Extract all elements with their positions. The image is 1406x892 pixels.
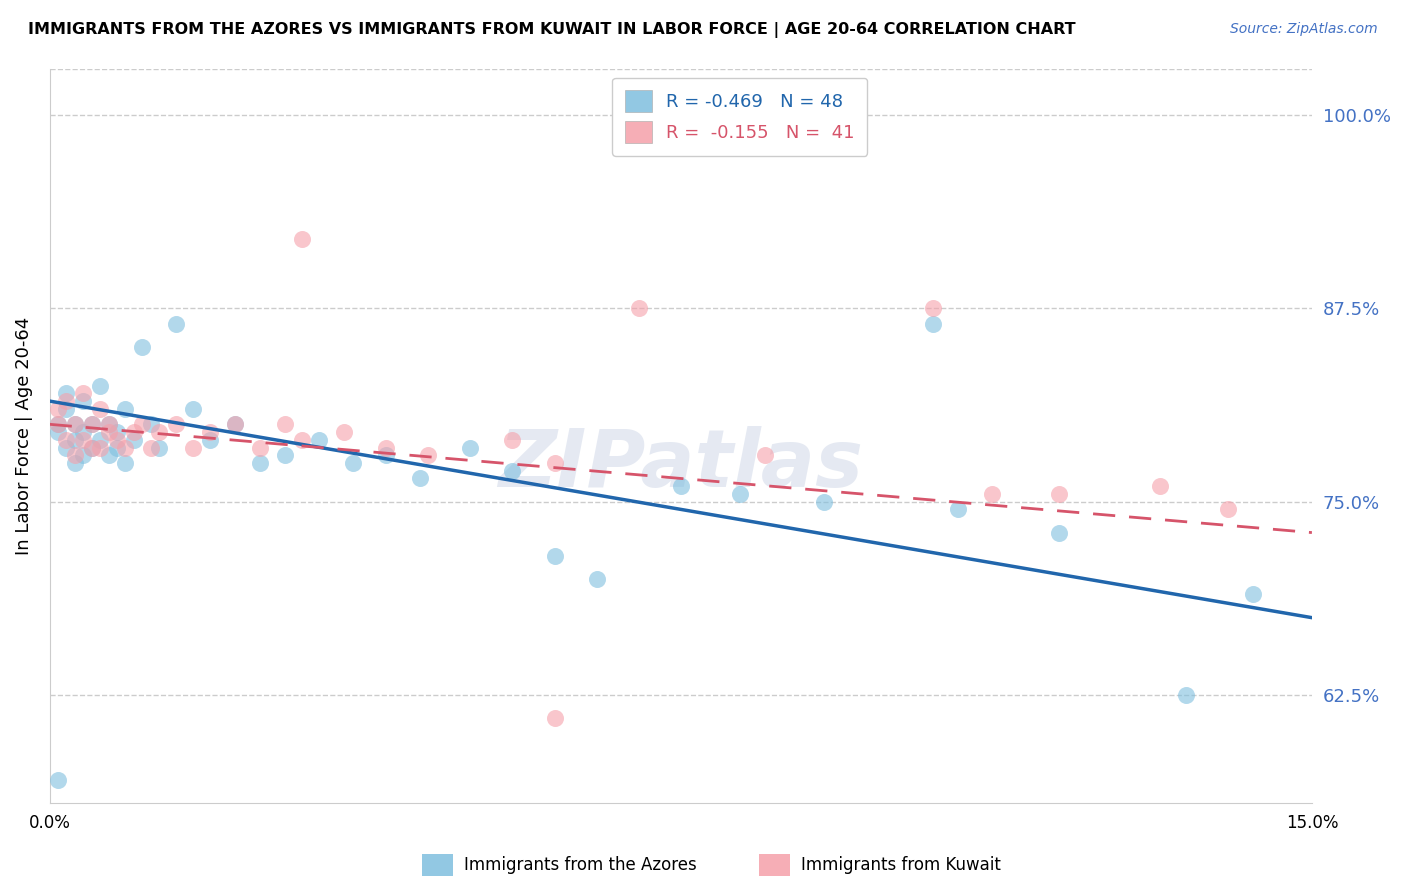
Point	[89, 441, 111, 455]
Point	[148, 441, 170, 455]
Point	[63, 417, 86, 432]
Point	[501, 433, 523, 447]
Point	[89, 378, 111, 392]
Legend: R = -0.469   N = 48, R =  -0.155   N =  41: R = -0.469 N = 48, R = -0.155 N = 41	[612, 78, 868, 156]
Point	[63, 456, 86, 470]
Point	[291, 433, 314, 447]
Point	[63, 417, 86, 432]
Point	[97, 448, 120, 462]
Point	[80, 417, 103, 432]
Point	[114, 456, 136, 470]
Point	[97, 417, 120, 432]
Point	[46, 773, 69, 788]
Point	[224, 417, 246, 432]
Point	[72, 448, 94, 462]
Point	[1049, 487, 1071, 501]
Point	[46, 425, 69, 439]
Point	[80, 441, 103, 455]
Point	[375, 441, 398, 455]
Point	[1049, 525, 1071, 540]
Point	[409, 471, 432, 485]
Text: Immigrants from the Azores: Immigrants from the Azores	[464, 855, 697, 874]
Point	[165, 317, 187, 331]
Point	[89, 401, 111, 416]
Text: Immigrants from Kuwait: Immigrants from Kuwait	[801, 855, 1001, 874]
Point	[460, 441, 482, 455]
Point	[114, 401, 136, 416]
Point	[105, 441, 128, 455]
Point	[55, 386, 77, 401]
Point	[122, 425, 145, 439]
Text: Source: ZipAtlas.com: Source: ZipAtlas.com	[1230, 22, 1378, 37]
Point	[72, 425, 94, 439]
Point	[55, 401, 77, 416]
Point	[728, 487, 751, 501]
Point	[375, 448, 398, 462]
Point	[148, 425, 170, 439]
Point	[501, 464, 523, 478]
Point	[627, 301, 650, 316]
Point	[55, 433, 77, 447]
Point	[981, 487, 1004, 501]
Point	[342, 456, 364, 470]
Point	[291, 232, 314, 246]
Point	[97, 417, 120, 432]
Point	[46, 401, 69, 416]
Point	[754, 448, 776, 462]
Point	[948, 502, 970, 516]
Point	[1174, 688, 1197, 702]
Point	[165, 417, 187, 432]
Point	[224, 417, 246, 432]
Point	[131, 340, 153, 354]
Point	[122, 433, 145, 447]
Point	[181, 401, 204, 416]
Point	[922, 301, 945, 316]
Point	[543, 456, 565, 470]
Point	[97, 425, 120, 439]
Point	[813, 494, 835, 508]
Point	[46, 417, 69, 432]
Point	[1216, 502, 1239, 516]
Point	[63, 433, 86, 447]
Point	[72, 433, 94, 447]
Point	[249, 456, 271, 470]
Point	[55, 441, 77, 455]
Point	[80, 441, 103, 455]
Point	[80, 417, 103, 432]
Point	[1149, 479, 1171, 493]
Point	[308, 433, 330, 447]
Point	[585, 572, 607, 586]
Point	[543, 711, 565, 725]
Point	[669, 479, 692, 493]
Point	[181, 441, 204, 455]
Point	[922, 317, 945, 331]
Point	[105, 425, 128, 439]
Point	[249, 441, 271, 455]
Text: ZIPatlas: ZIPatlas	[498, 426, 863, 504]
Y-axis label: In Labor Force | Age 20-64: In Labor Force | Age 20-64	[15, 317, 32, 555]
Point	[131, 417, 153, 432]
Point	[89, 433, 111, 447]
Point	[418, 448, 440, 462]
Point	[63, 448, 86, 462]
Point	[333, 425, 356, 439]
Point	[274, 417, 297, 432]
Point	[72, 394, 94, 409]
Point	[139, 417, 162, 432]
Point	[1241, 587, 1264, 601]
Point	[198, 425, 221, 439]
Point	[72, 386, 94, 401]
Point	[114, 441, 136, 455]
Point	[139, 441, 162, 455]
Text: IMMIGRANTS FROM THE AZORES VS IMMIGRANTS FROM KUWAIT IN LABOR FORCE | AGE 20-64 : IMMIGRANTS FROM THE AZORES VS IMMIGRANTS…	[28, 22, 1076, 38]
Point	[55, 394, 77, 409]
Point	[105, 433, 128, 447]
Point	[198, 433, 221, 447]
Point	[274, 448, 297, 462]
Point	[46, 417, 69, 432]
Point	[543, 549, 565, 563]
